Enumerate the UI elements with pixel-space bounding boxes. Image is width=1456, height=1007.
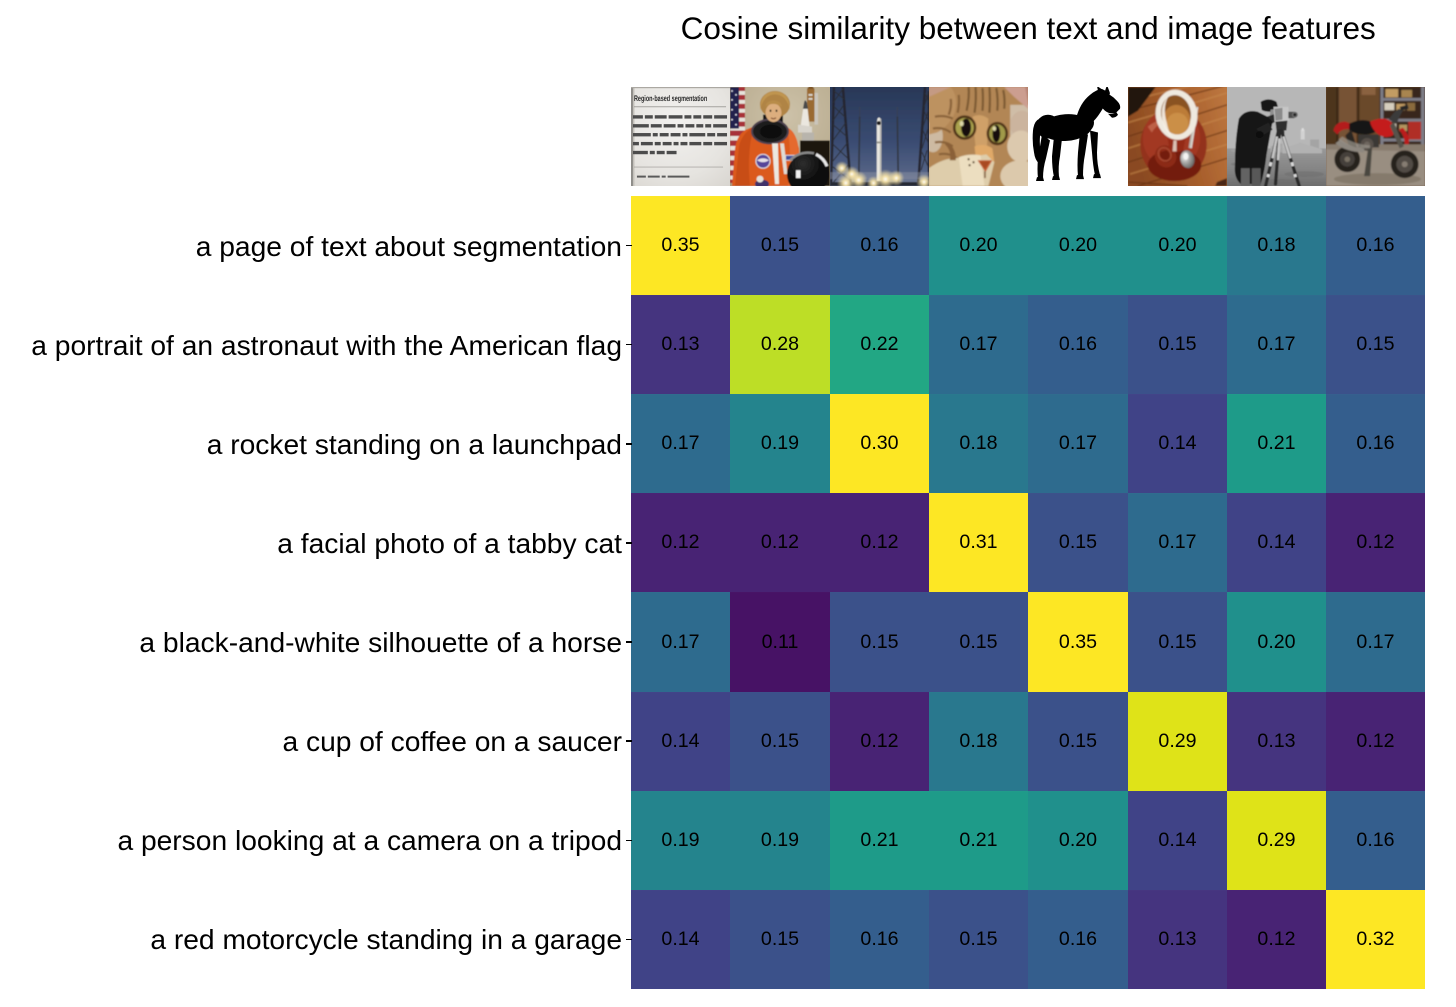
svg-text:Region-based segmentation: Region-based segmentation bbox=[634, 93, 707, 102]
